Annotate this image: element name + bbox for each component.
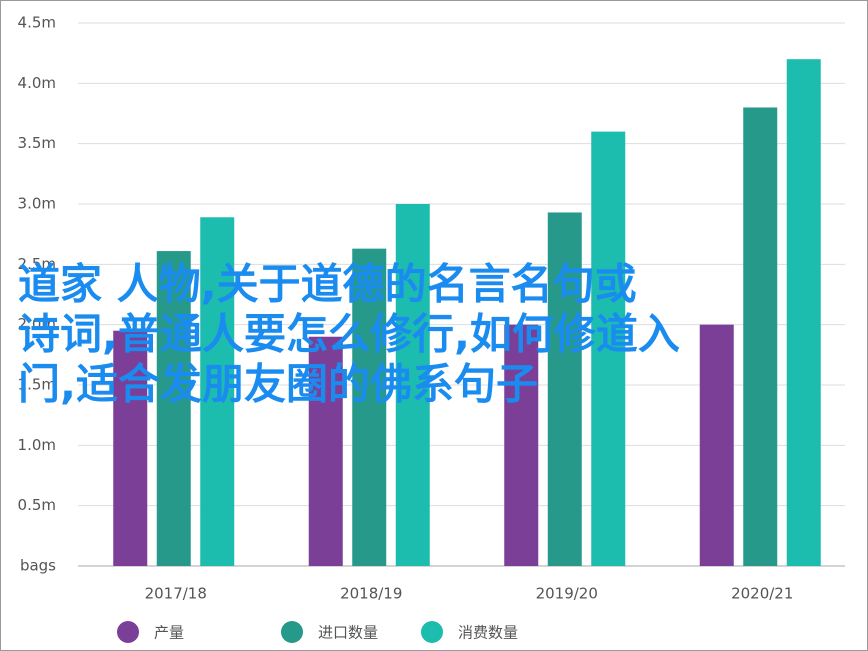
x-tick-label: 2020/21 <box>731 585 793 603</box>
bar <box>699 324 734 566</box>
bar <box>113 330 148 566</box>
overlay-text: 门,适合发朋友圈的佛系句子 <box>18 360 538 409</box>
legend-marker <box>117 621 139 643</box>
bar <box>743 107 778 566</box>
y-tick-label: 2.5m <box>18 255 56 273</box>
overlay-text: 诗词,普通人要怎么修行,如何修道入 <box>18 310 680 359</box>
legend-label: 产量 <box>154 624 184 642</box>
bar <box>786 59 821 566</box>
y-tick-label: 1.5m <box>18 376 56 394</box>
legend-label: 消费数量 <box>458 624 518 642</box>
x-tick-label: 2018/19 <box>340 585 402 603</box>
y-tick-label: bags <box>20 557 56 575</box>
x-tick-label: 2019/20 <box>536 585 598 603</box>
legend-marker <box>421 621 443 643</box>
bar <box>547 212 582 567</box>
bar <box>352 248 387 566</box>
bar <box>308 336 343 566</box>
bar <box>591 131 626 566</box>
y-tick-label: 1.0m <box>18 436 56 454</box>
bar <box>504 324 539 566</box>
y-tick-label: 4.5m <box>18 14 56 32</box>
y-tick-label: 3.5m <box>18 134 56 152</box>
overlay-text: 道家 人物,关于道德的名言名句或 <box>18 260 637 309</box>
y-tick-label: 3.0m <box>18 195 56 213</box>
y-tick-label: 0.5m <box>18 496 56 514</box>
bar <box>156 251 191 566</box>
x-tick-label: 2017/18 <box>145 585 207 603</box>
y-tick-label: 2.0m <box>18 315 56 333</box>
y-tick-label: 4.0m <box>18 74 56 92</box>
legend-marker <box>281 621 303 643</box>
bar <box>200 217 235 567</box>
bar <box>395 204 430 566</box>
legend-label: 进口数量 <box>318 624 378 642</box>
